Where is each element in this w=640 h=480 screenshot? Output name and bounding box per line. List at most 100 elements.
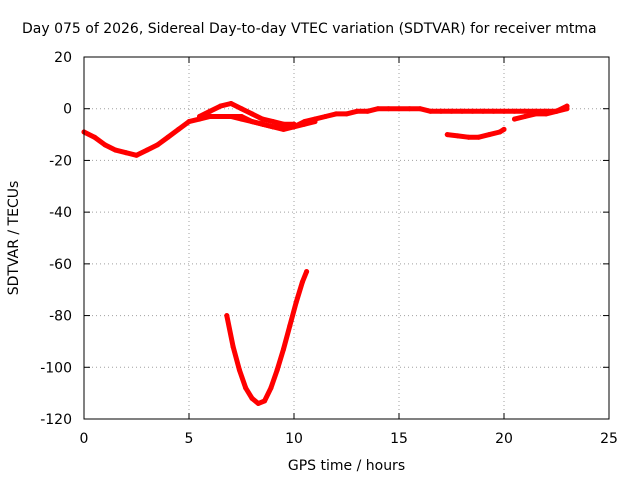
y-tick-label: 0 — [63, 102, 72, 118]
data-point — [270, 119, 276, 125]
data-point — [249, 111, 255, 117]
x-tick-label: 5 — [185, 431, 194, 447]
data-point — [186, 119, 192, 125]
data-point — [134, 152, 139, 158]
data-point — [218, 103, 223, 109]
data-point — [287, 323, 293, 329]
data-point — [554, 108, 559, 114]
data-point — [236, 367, 242, 373]
data-point — [268, 385, 274, 391]
data-point — [92, 134, 97, 140]
data-point — [465, 134, 471, 140]
data-point — [176, 126, 181, 132]
data-point — [165, 134, 171, 140]
data-point — [102, 142, 108, 148]
data-point — [417, 106, 423, 112]
y-tick-label: -100 — [40, 360, 72, 376]
y-axis-label: SDTVAR / TECUs — [6, 181, 22, 296]
data-point — [293, 300, 299, 306]
data-point — [291, 124, 297, 130]
data-point — [444, 132, 450, 138]
data-point — [262, 398, 268, 404]
data-point — [260, 121, 265, 127]
x-tick-label: 15 — [390, 431, 408, 447]
data-point — [312, 119, 318, 125]
data-point — [396, 106, 402, 112]
data-point — [255, 401, 261, 406]
series-layer — [81, 101, 570, 406]
data-point — [354, 108, 360, 114]
data-point — [491, 108, 496, 114]
y-tick-label: 20 — [54, 50, 72, 66]
data-point — [470, 108, 475, 114]
data-point — [304, 269, 310, 275]
data-point — [333, 111, 339, 117]
data-point — [270, 124, 276, 130]
data-point — [228, 101, 234, 106]
data-point — [533, 111, 538, 117]
y-tick-label: -120 — [40, 412, 72, 428]
series-line-1 — [197, 101, 297, 127]
data-point — [144, 147, 150, 153]
data-point — [386, 106, 391, 112]
data-point — [274, 367, 280, 373]
x-axis-label: GPS time / hours — [288, 458, 405, 474]
data-point — [224, 313, 230, 319]
data-point — [512, 116, 517, 122]
data-point — [564, 103, 570, 109]
data-point — [375, 106, 381, 112]
data-point — [344, 111, 349, 117]
y-tick-label: -60 — [49, 257, 72, 273]
data-point — [260, 116, 265, 122]
data-point — [497, 129, 503, 135]
data-point — [302, 121, 307, 127]
data-point — [281, 124, 286, 130]
data-point — [155, 142, 160, 148]
data-point — [365, 108, 370, 114]
x-tick-label: 10 — [285, 431, 303, 447]
data-point — [228, 114, 234, 119]
data-point — [501, 108, 507, 114]
data-point — [428, 108, 433, 114]
ticks: 0 5 10 15 20 25 -120 -100 -80 -60 -40 -20 0 20 — [40, 50, 618, 447]
data-point — [449, 108, 454, 114]
x-tick-label: 20 — [495, 431, 513, 447]
grid — [84, 57, 609, 419]
data-point — [249, 119, 255, 125]
data-point — [459, 108, 465, 114]
data-point — [123, 150, 129, 156]
x-tick-label: 0 — [80, 431, 89, 447]
data-point — [299, 279, 305, 285]
chart-title: Day 075 of 2026, Sidereal Day-to-day VTE… — [22, 21, 597, 37]
y-tick-label: -80 — [49, 309, 72, 325]
plot-frame — [83, 56, 610, 420]
data-point — [512, 108, 517, 114]
data-point — [543, 111, 549, 117]
y-tick-label: -20 — [49, 153, 72, 169]
series-line-5 — [224, 269, 310, 406]
data-point — [501, 126, 507, 132]
y-tick-label: -40 — [49, 205, 72, 221]
data-point — [113, 147, 118, 153]
data-point — [438, 108, 444, 114]
data-point — [197, 114, 202, 119]
data-point — [243, 385, 249, 391]
data-point — [207, 114, 213, 119]
data-point — [522, 114, 528, 119]
data-point — [480, 108, 486, 114]
data-point — [218, 114, 223, 119]
data-point — [455, 133, 461, 139]
data-point — [239, 106, 244, 112]
data-point — [230, 344, 236, 350]
data-point — [486, 132, 492, 138]
data-point — [476, 134, 482, 140]
x-tick-label: 25 — [600, 431, 618, 447]
data-point — [323, 114, 328, 119]
data-point — [281, 346, 286, 352]
data-point — [207, 108, 213, 114]
data-point — [239, 116, 244, 122]
data-point — [249, 395, 255, 401]
data-point — [522, 108, 528, 114]
